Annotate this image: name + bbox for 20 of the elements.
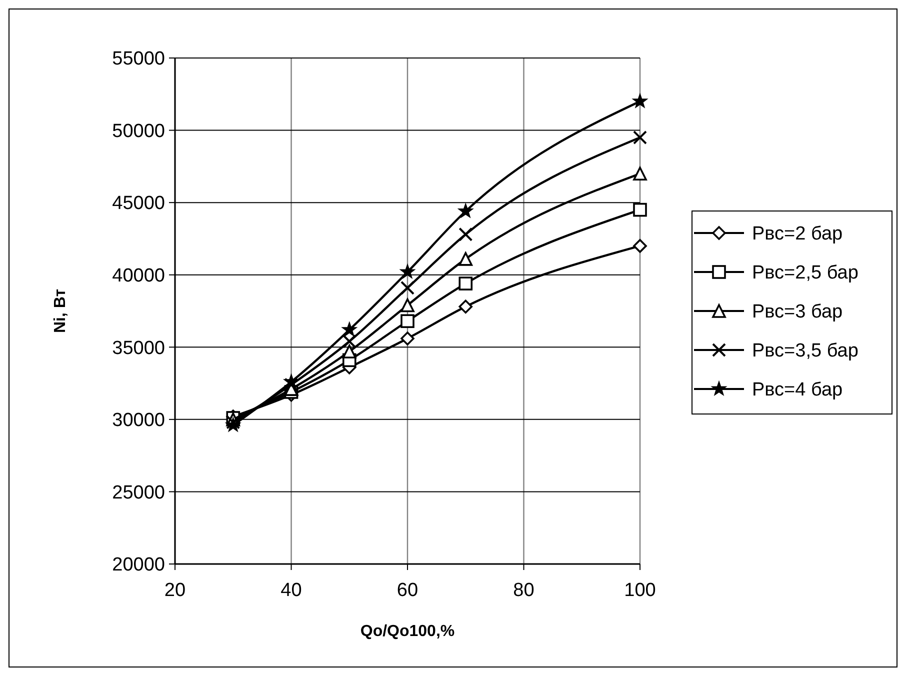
x-tick-label: 100	[624, 580, 656, 601]
y-tick-label: 55000	[112, 48, 165, 70]
x-tick-label: 80	[513, 580, 534, 601]
x-tick-label: 40	[280, 580, 302, 601]
y-tick-label: 30000	[112, 410, 165, 432]
y-tick-label: 20000	[112, 554, 165, 576]
legend-label: Рвс=3 бар	[752, 302, 843, 323]
y-tick-label: 40000	[112, 266, 165, 287]
y-tick-label: 45000	[112, 193, 165, 214]
x-tick-label: 20	[164, 580, 186, 601]
legend-label: Рвс=3,5 бар	[752, 340, 858, 362]
x-axis-title: Qo/Qo100,%	[360, 623, 455, 640]
legend-label: Рвс=4 бар	[752, 380, 843, 401]
y-tick-label: 50000	[112, 120, 165, 142]
x-tick-label: 60	[396, 580, 418, 601]
y-axis-title: Ni, Вт	[52, 288, 69, 334]
legend-label: Рвс=2,5 бар	[752, 262, 858, 284]
legend-label: Рвс=2 бар	[752, 224, 843, 245]
y-tick-label: 35000	[112, 338, 165, 359]
y-tick-label: 25000	[112, 482, 165, 504]
